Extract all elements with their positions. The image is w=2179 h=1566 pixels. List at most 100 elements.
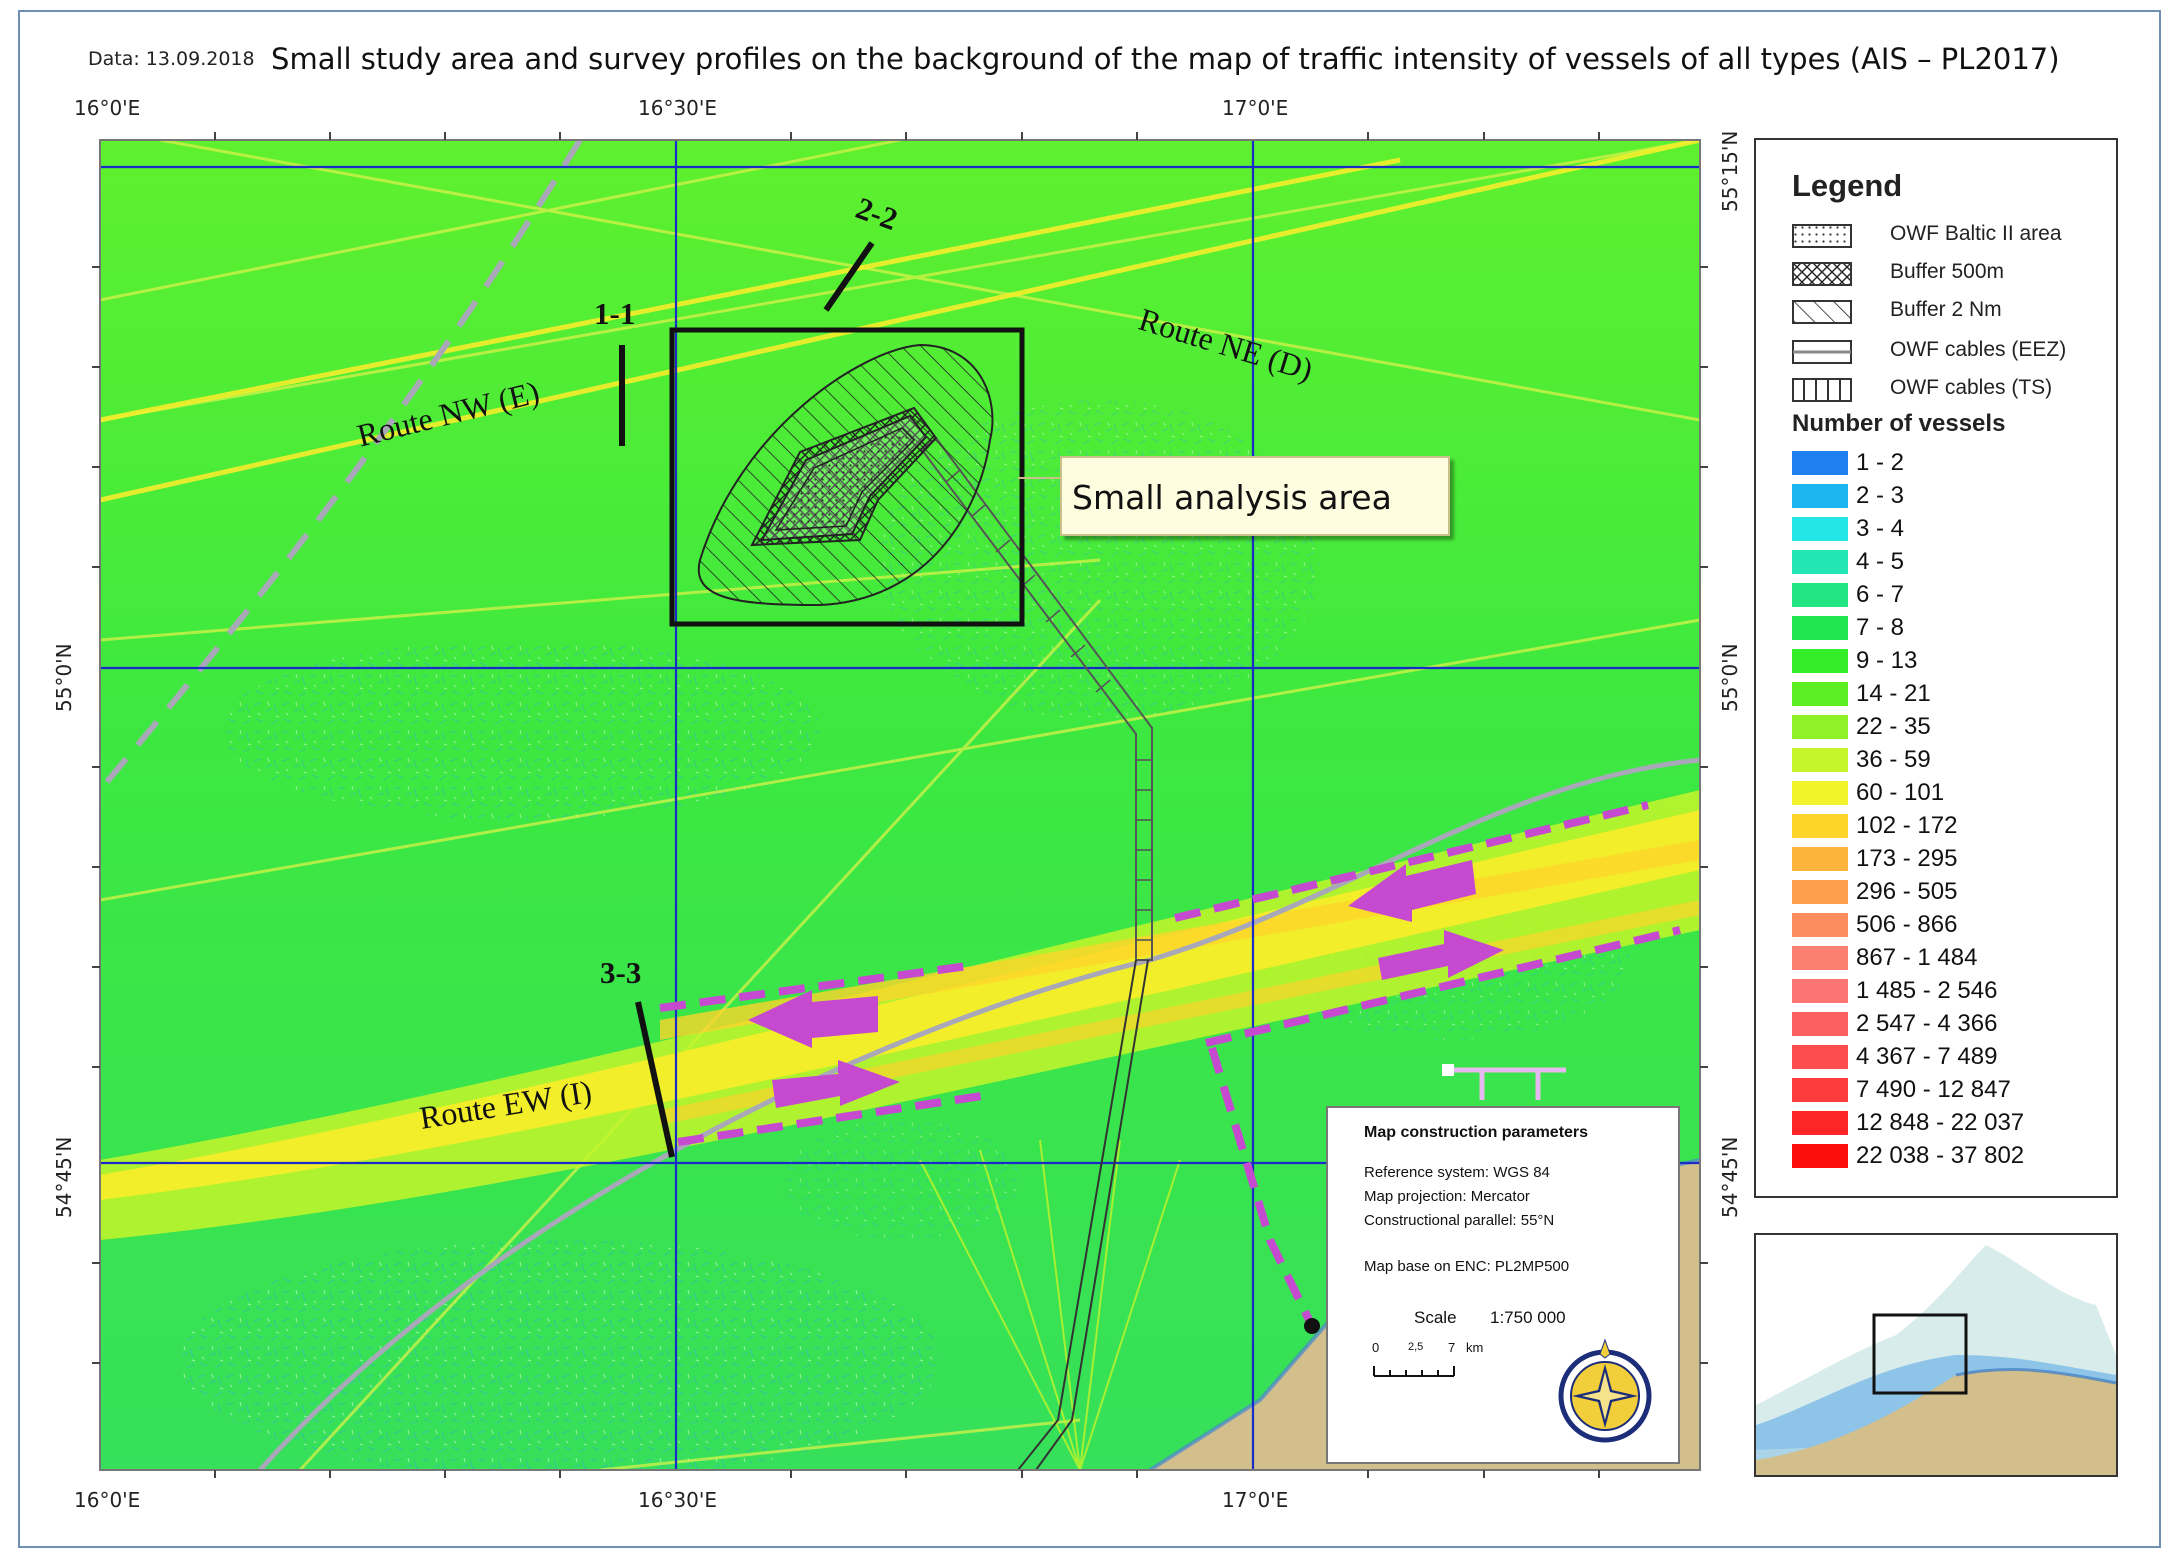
bin-label: 1 - 2 — [1856, 449, 1905, 476]
dots-pattern-icon — [1792, 224, 1852, 248]
legend-symbol-label: Buffer 500m — [1890, 260, 2005, 283]
tick-right-55-0: 55°0'N — [1718, 643, 1742, 712]
bin-color-swatch — [1792, 781, 1848, 805]
legend-bin: 1 - 2 — [1792, 448, 2112, 478]
bin-label: 296 - 505 — [1856, 878, 1958, 905]
bin-label: 6 - 7 — [1856, 581, 1905, 608]
legend-symbol-label: OWF Baltic II area — [1890, 222, 2062, 245]
diagonal-pattern-icon — [1792, 300, 1852, 324]
bin-color-swatch — [1792, 649, 1848, 673]
tick-top-16-0: 16°0'E — [74, 96, 141, 120]
tick-right-55-15: 55°15'N — [1718, 130, 1742, 212]
tick-right-54-45: 54°45'N — [1718, 1136, 1742, 1218]
tick-bottom-16-30: 16°30'E — [638, 1488, 718, 1512]
legend-bin: 102 - 172 — [1792, 811, 2112, 841]
bin-label: 102 - 172 — [1856, 812, 1958, 839]
vessels-legend-title: Number of vessels — [1792, 410, 2006, 437]
scale-label: Scale — [1414, 1308, 1457, 1327]
survey-profiles — [619, 241, 875, 1158]
legend-bin: 296 - 505 — [1792, 877, 2112, 907]
owf-cable-route — [1017, 959, 1149, 1470]
legend-symbol-label: OWF cables (TS) — [1890, 376, 2053, 399]
legend-symbol-cables-ts: OWF cables (TS) — [1792, 374, 2112, 406]
cable-landing-ticks — [1454, 1067, 1566, 1100]
bin-color-swatch — [1792, 1111, 1848, 1135]
bin-label: 9 - 13 — [1856, 647, 1918, 674]
bin-color-swatch — [1792, 715, 1848, 739]
figure-frame — [18, 10, 2161, 1548]
bin-label: 2 547 - 4 366 — [1856, 1010, 1998, 1037]
callout-text: Small analysis area — [1072, 478, 1392, 517]
bin-color-swatch — [1792, 946, 1848, 970]
tick-left-54-45: 54°45'N — [52, 1136, 76, 1218]
scale-bar: 0 2,5 7 km — [1372, 1340, 1483, 1377]
boundary-line-dashed — [100, 140, 583, 792]
bin-label: 4 - 5 — [1856, 548, 1905, 575]
legend-symbol-cables-eez: OWF cables (EEZ) — [1792, 336, 2112, 368]
bin-label: 3 - 4 — [1856, 515, 1905, 542]
bin-label: 60 - 101 — [1856, 779, 1945, 806]
legend-panel: Legend OWF Baltic II area Buffer 500m Bu… — [1754, 138, 2118, 1198]
legend-bin: 4 - 5 — [1792, 547, 2112, 577]
bin-color-swatch — [1792, 847, 1848, 871]
bin-color-swatch — [1792, 484, 1848, 508]
bin-label: 4 367 - 7 489 — [1856, 1043, 1998, 1070]
bin-label: 14 - 21 — [1856, 680, 1931, 707]
parameter-parallel: Constructional parallel: 55°N — [1364, 1212, 1555, 1229]
route-ew-lane-core — [100, 810, 1700, 1200]
legend-bin: 7 490 - 12 847 — [1792, 1075, 2112, 1105]
arrow-west-icon — [1348, 860, 1476, 922]
bin-label: 173 - 295 — [1856, 845, 1958, 872]
bin-color-swatch — [1792, 1144, 1848, 1168]
bin-color-swatch — [1792, 1012, 1848, 1036]
arrow-east-icon — [1378, 930, 1504, 980]
bin-label: 1 485 - 2 546 — [1856, 977, 1998, 1004]
legend-title: Legend — [1792, 168, 1903, 203]
bin-label: 36 - 59 — [1856, 746, 1931, 773]
frame-ticks — [92, 132, 1708, 1478]
map-parameters-panel: Map construction parameters Reference sy… — [1326, 1106, 1680, 1464]
bin-color-swatch — [1792, 583, 1848, 607]
parameters-title: Map construction parameters — [1364, 1124, 1589, 1141]
inset-extent-box — [1872, 1313, 1968, 1395]
legend-bin: 9 - 13 — [1792, 646, 2112, 676]
low-traffic-texture — [780, 1120, 1020, 1240]
legend-bin: 506 - 866 — [1792, 910, 2112, 940]
legend-bin: 2 547 - 4 366 — [1792, 1009, 2112, 1039]
small-analysis-area-callout: Small analysis area — [1060, 456, 1450, 536]
parameter-reference-system: Reference system: WGS 84 — [1364, 1164, 1550, 1181]
scale-tick-7: 7 — [1448, 1340, 1455, 1355]
legend-bin: 60 - 101 — [1792, 778, 2112, 808]
legend-symbol-label: OWF cables (EEZ) — [1890, 338, 2067, 361]
bin-label: 7 - 8 — [1856, 614, 1905, 641]
bin-color-swatch — [1792, 979, 1848, 1003]
bin-color-swatch — [1792, 913, 1848, 937]
profile-2-2-line — [823, 241, 875, 312]
tick-bottom-16-0: 16°0'E — [74, 1488, 141, 1512]
territorial-sea-boundary — [258, 757, 1700, 1470]
legend-bin: 6 - 7 — [1792, 580, 2112, 610]
ladder-pattern-icon — [1792, 378, 1852, 402]
bin-color-swatch — [1792, 550, 1848, 574]
profile-1-1-label: 1-1 — [594, 296, 636, 331]
bin-color-swatch — [1792, 814, 1848, 838]
legend-symbol-buffer-500m: Buffer 500m — [1792, 258, 2112, 290]
legend-bin: 22 - 35 — [1792, 712, 2112, 742]
bin-color-swatch — [1792, 616, 1848, 640]
tick-bottom-17-0: 17°0'E — [1222, 1488, 1289, 1512]
legend-bin: 867 - 1 484 — [1792, 943, 2112, 973]
legend-bin: 12 848 - 22 037 — [1792, 1108, 2112, 1138]
tss-arrows — [748, 860, 1504, 1108]
arrow-west-icon — [748, 990, 878, 1048]
low-traffic-texture — [180, 1240, 940, 1470]
owf-baltic-ii-area — [774, 427, 916, 531]
marker-square — [1442, 1064, 1454, 1076]
bin-label: 506 - 866 — [1856, 911, 1958, 938]
arrow-east-icon — [772, 1060, 900, 1108]
legend-bin: 2 - 3 — [1792, 481, 2112, 511]
hydrographic-office-seal-icon — [1558, 1338, 1652, 1443]
bin-label: 867 - 1 484 — [1856, 944, 1978, 971]
legend-bin: 3 - 4 — [1792, 514, 2112, 544]
inset-map-graphic — [1756, 1235, 2116, 1475]
